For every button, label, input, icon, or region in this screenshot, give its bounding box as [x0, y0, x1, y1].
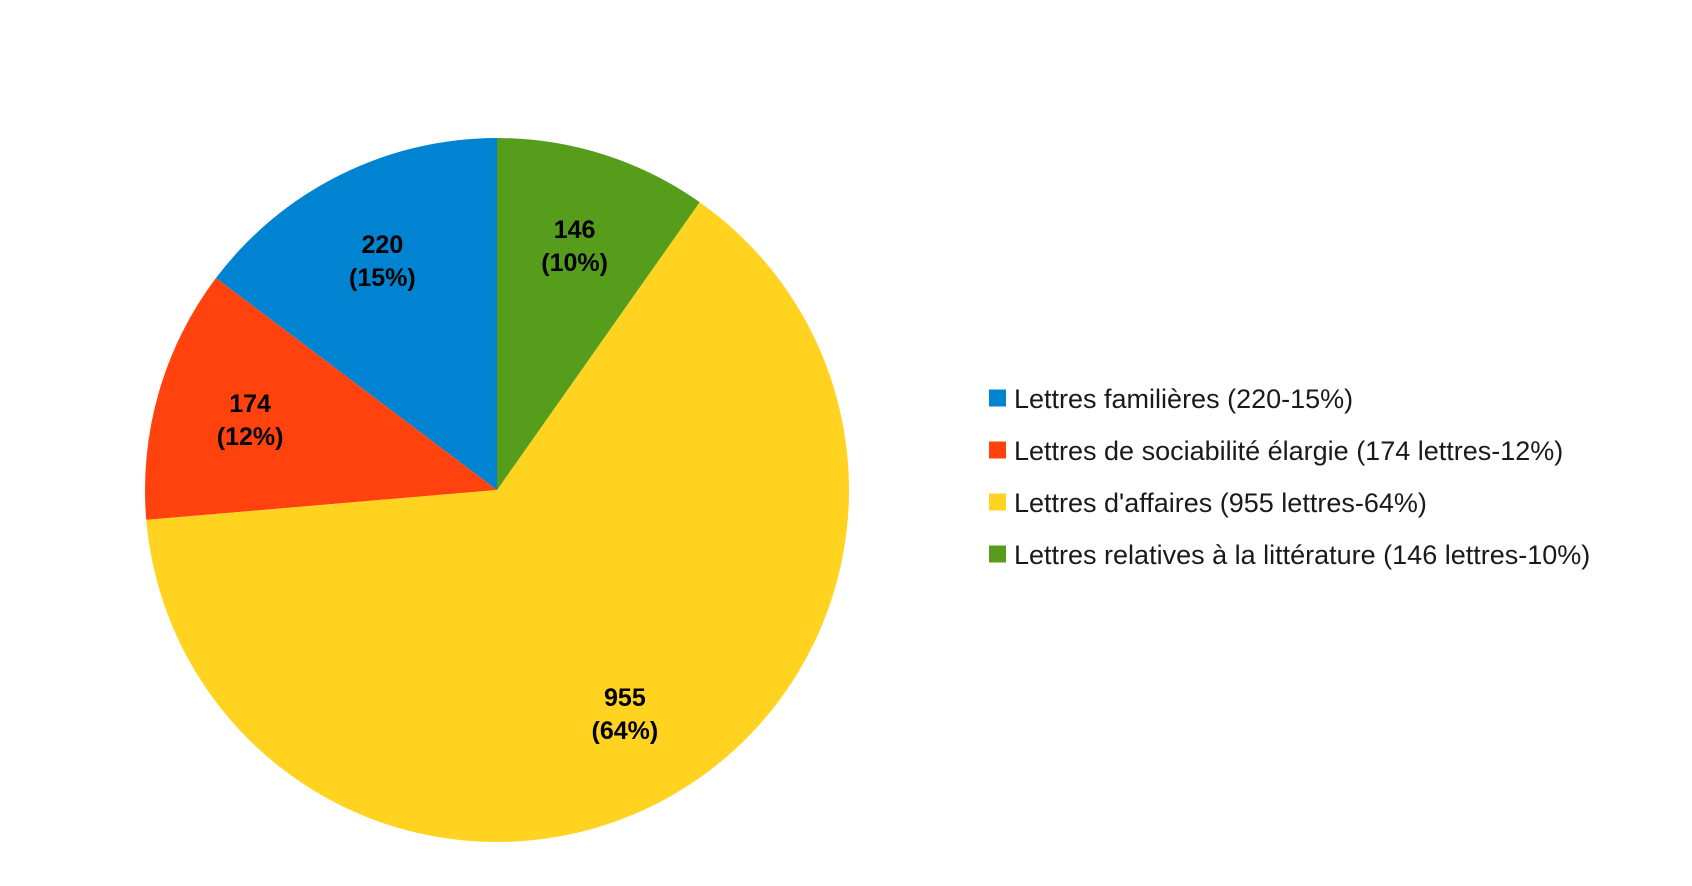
legend-label: Lettres de sociabilité élargie (174 lett… — [1014, 436, 1563, 466]
pie-slice-4 — [497, 138, 700, 490]
legend-entry-1: Lettres familières (220-15%) — [989, 384, 1353, 414]
legend-label: Lettres familières (220-15%) — [1014, 384, 1353, 414]
legend-entry-3: Lettres d'affaires (955 lettres-64%) — [989, 488, 1427, 518]
pie-slice-2 — [144, 278, 497, 520]
pie-slices — [144, 138, 849, 842]
slice-label-4: 146 (10%) — [541, 216, 608, 277]
pie-slice-3 — [146, 202, 849, 842]
slice-percent-label: (15%) — [349, 264, 416, 292]
slice-label-1: 220 (15%) — [349, 231, 416, 292]
slice-value-label: 220 — [362, 231, 404, 259]
slice-label-3: 955 (64%) — [592, 684, 659, 745]
legend-swatch — [989, 441, 1006, 459]
slice-percent-label: (10%) — [541, 249, 608, 277]
legend: Lettres familières (220-15%) Lettres de s… — [989, 384, 1590, 570]
pie-slice-1 — [215, 138, 497, 490]
slice-percent-label: (64%) — [592, 717, 659, 745]
legend-swatch — [989, 545, 1006, 563]
legend-entry-4: Lettres relatives à la littérature (146 … — [989, 540, 1590, 570]
slice-percent-label: (12%) — [217, 423, 284, 451]
legend-swatch — [989, 389, 1006, 407]
legend-label: Lettres d'affaires (955 lettres-64%) — [1014, 488, 1427, 518]
slice-value-label: 174 — [229, 390, 271, 418]
slice-value-label: 146 — [554, 216, 596, 244]
slice-label-2: 174 (12%) — [217, 390, 284, 451]
pie-slice-labels: 220 (15%) 174 (12%) 955 (64%) 146 (10%) — [217, 216, 658, 745]
slice-value-label: 955 — [604, 684, 646, 712]
legend-swatch — [989, 493, 1006, 511]
legend-label: Lettres relatives à la littérature (146 … — [1014, 540, 1590, 570]
legend-entry-2: Lettres de sociabilité élargie (174 lett… — [989, 436, 1563, 466]
